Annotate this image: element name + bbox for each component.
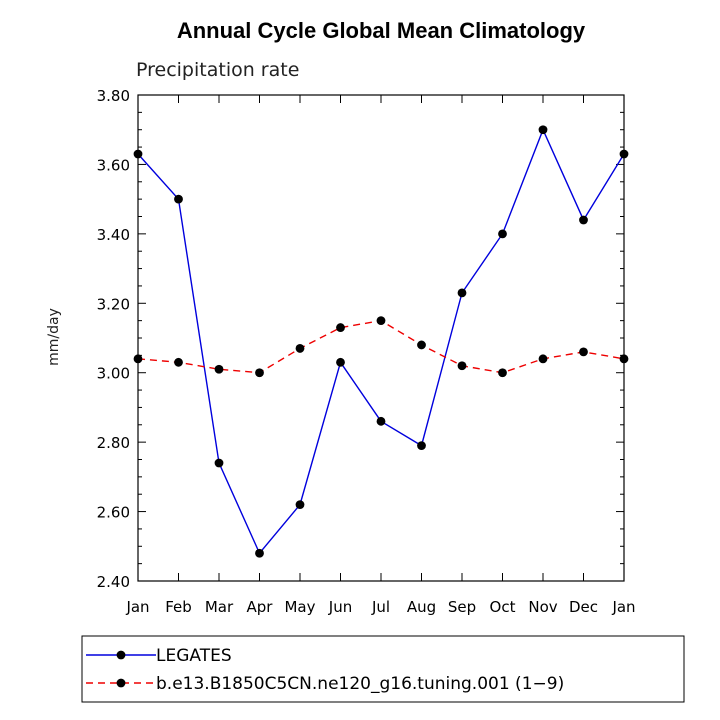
series-0-point	[214, 458, 224, 468]
x-axis: Jan Feb Mar Apr May Jun Jul Aug Sep Oct Nov Dec Jan	[125, 95, 636, 616]
y-tick-label: 3.80	[97, 87, 130, 105]
x-tick-label: Oct	[490, 598, 516, 616]
series-0-point	[255, 548, 264, 558]
series-1-point	[457, 361, 467, 371]
y-tick-label: 2.60	[97, 504, 130, 522]
series-1-point	[255, 368, 264, 378]
y-axis: 2.40 2.60 2.80 3.00 3.20 3.40 3.60 3.80	[97, 87, 624, 591]
x-tick-label: Jul	[371, 598, 390, 616]
legend-label: LEGATES	[156, 646, 232, 666]
x-tick-label: Feb	[165, 598, 192, 616]
series-1-point	[376, 316, 386, 326]
legend: LEGATES b.e13.B1850C5CN.ne120_g16.tuning.…	[86, 646, 564, 694]
series-0-point	[417, 441, 426, 451]
series-1-point	[214, 364, 224, 374]
series-0-point	[538, 125, 548, 135]
series-0-point	[336, 357, 345, 367]
series-1-point	[619, 354, 629, 364]
legend-swatch-marker	[116, 650, 126, 660]
series-0-point	[174, 194, 183, 204]
series-1-point	[579, 347, 588, 357]
plot-area	[133, 125, 629, 558]
x-tick-label: Nov	[528, 598, 557, 616]
y-tick-label: 3.60	[97, 156, 130, 174]
series-1-point	[295, 344, 305, 353]
x-tick-label: Aug	[407, 598, 436, 616]
x-tick-label: Jan	[125, 598, 149, 616]
y-axis-label: mm/day	[46, 308, 62, 366]
x-tick-label: Dec	[569, 598, 598, 616]
series-0-point	[579, 215, 588, 225]
series-0-point	[295, 500, 305, 510]
series-1-point	[336, 323, 345, 332]
chart-title: Annual Cycle Global Mean Climatology	[177, 18, 586, 43]
plot-frame	[137, 94, 625, 582]
series-0-point	[376, 416, 386, 426]
series-1-point	[498, 368, 507, 378]
y-tick-label: 3.00	[97, 365, 130, 383]
x-tick-label: Jun	[328, 598, 352, 616]
series-1-point	[417, 340, 426, 350]
legend-label: b.e13.B1850C5CN.ne120_g16.tuning.001 (1−…	[156, 674, 564, 694]
y-tick-label: 3.40	[97, 226, 130, 244]
series-line-1	[137, 319, 625, 374]
series-line-0	[137, 127, 625, 555]
x-tick-label: Jan	[611, 598, 635, 616]
series-0-point	[498, 229, 507, 239]
x-tick-label: May	[284, 598, 315, 616]
legend-swatch-marker	[116, 678, 126, 688]
series-0-point	[619, 149, 629, 159]
series-1-point	[538, 354, 548, 364]
x-tick-label: Mar	[205, 598, 234, 616]
y-tick-label: 2.40	[97, 573, 130, 591]
series-0-point	[457, 288, 467, 298]
series-1-point	[174, 357, 183, 367]
series-0-point	[133, 149, 143, 159]
legend-box	[81, 635, 685, 703]
series-1-point	[133, 354, 143, 364]
chart-subtitle: Precipitation rate	[136, 59, 299, 81]
x-tick-label: Apr	[247, 598, 274, 616]
y-tick-label: 3.20	[97, 295, 130, 313]
x-tick-label: Sep	[448, 598, 476, 616]
y-tick-label: 2.80	[97, 434, 130, 452]
